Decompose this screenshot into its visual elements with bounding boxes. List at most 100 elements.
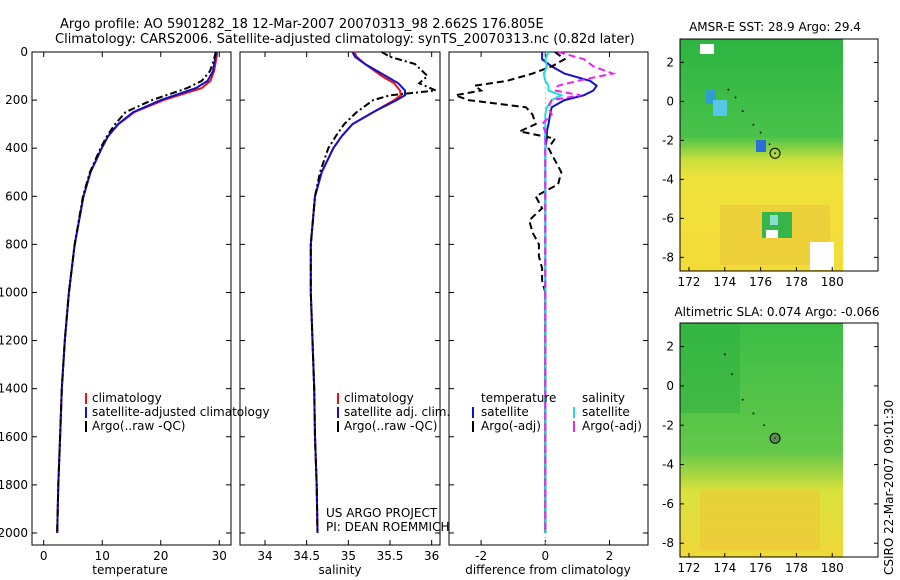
track-point (774, 152, 776, 155)
sst-heatmap (680, 39, 843, 271)
difference-xlabel: difference from climatology (465, 563, 631, 577)
series-line-temperature-satellite (541, 52, 598, 533)
lon-tick-label: 176 (749, 561, 772, 575)
track-point (723, 353, 726, 356)
legend-label-climatology: climatology (92, 391, 162, 405)
lon-tick-label: 180 (821, 561, 844, 575)
lon-tick-label: 172 (678, 275, 701, 289)
sst-map-panel: AMSR-E SST: 28.9 Argo: 29.4 172 174 176 178… (662, 20, 879, 289)
lat-tick-label: -6 (662, 497, 674, 511)
series-line-argo-raw-qc (56, 51, 217, 534)
sla-map-ticks: 172 174 176 178 180 -8 -6 -4 -2 0 2 (662, 340, 878, 575)
salinity-series (309, 51, 440, 534)
track-point (752, 123, 755, 126)
sst-cold-cell (770, 215, 778, 225)
y-tick-label: 0 (20, 45, 28, 59)
temperature-legend: climatology satellite-adjusted climatolo… (85, 391, 270, 433)
x-tick-label: 36 (424, 549, 439, 563)
project-note-line-1: US ARGO PROJECT (326, 506, 438, 520)
sst-cold-cell (713, 100, 727, 116)
lon-tick-label: 174 (713, 275, 736, 289)
track-point (763, 424, 766, 427)
title-line-1: Argo profile: AO 5901282_18 12-Mar-2007 … (60, 17, 544, 32)
lat-tick-label: -6 (662, 211, 674, 225)
difference-panel: -2 0 2 difference from climatology tempera… (448, 51, 649, 577)
legend-label-sal-satellite: satellite (582, 405, 630, 419)
x-tick-label: 20 (153, 549, 168, 563)
y-tick-label: 600 (5, 189, 28, 203)
y-tick-label: 800 (5, 237, 28, 251)
x-tick-label: 0 (541, 549, 549, 563)
lon-tick-label: 176 (749, 275, 772, 289)
series-line-salinity-argo-adj (540, 51, 617, 533)
sst-land-mask (843, 39, 878, 271)
series-line-satellite-adj-clim (309, 51, 406, 534)
sla-map-frame (679, 322, 879, 558)
track-point (731, 373, 733, 376)
lat-tick-label: -4 (662, 172, 674, 186)
series-line-argo-raw-qc (309, 51, 440, 534)
sst-map-title: AMSR-E SST: 28.9 Argo: 29.4 (689, 20, 861, 34)
sst-map-frame (679, 38, 879, 272)
y-tick-label: 1800 (0, 478, 28, 492)
legend-label-climatology: climatology (344, 391, 414, 405)
project-note-line-2: PI: DEAN ROEMMICH (326, 520, 449, 534)
difference-tick-labels: -2 0 2 (475, 52, 613, 563)
y-tick-label: 1600 (0, 430, 28, 444)
x-tick-label: 30 (212, 549, 227, 563)
y-tick-label: 1400 (0, 382, 28, 396)
salinity-tick-labels: 34 34.5 35 35.5 36 (257, 52, 439, 563)
salinity-xlabel: salinity (318, 563, 361, 577)
y-tick-label: 2000 (0, 526, 28, 540)
salinity-axes-box (239, 51, 441, 546)
track-point (734, 96, 737, 99)
sst-float-track (727, 88, 776, 155)
sst-missing-cell (810, 242, 834, 270)
legend-label-argo: Argo(..raw -QC) (344, 419, 437, 433)
sst-cold-cell (706, 90, 716, 104)
track-point (759, 131, 762, 134)
series-line-climatology (56, 52, 218, 534)
legend-label-sal-argo: Argo(-adj) (582, 419, 642, 433)
lat-tick-label: -4 (662, 458, 674, 472)
x-tick-label: 34.5 (293, 549, 320, 563)
track-point (752, 412, 755, 415)
sst-missing-cell (766, 230, 778, 238)
sla-land-mask (843, 323, 878, 557)
lat-tick-label: 0 (666, 379, 674, 393)
x-tick-label: 2 (606, 549, 614, 563)
track-point (741, 398, 744, 401)
sla-high-patch (700, 490, 820, 550)
legend-label-argo: Argo(..raw -QC) (92, 419, 185, 433)
sla-low-patch (680, 323, 740, 413)
legend-title-salinity: salinity (582, 391, 625, 405)
lat-tick-label: -2 (662, 133, 674, 147)
legend-label-temp-satellite: satellite (481, 405, 529, 419)
track-point (741, 110, 744, 113)
legend-label-satellite-adjusted: satellite-adjusted climatology (92, 405, 270, 419)
sla-float-marker (769, 432, 781, 444)
x-tick-label: 35 (341, 549, 356, 563)
sla-map-panel: Altimetric SLA: 0.074 Argo: -0.066 172 17… (662, 305, 880, 575)
difference-legend: temperature satellite Argo(-adj) salinit… (472, 391, 642, 433)
temperature-axes-box (31, 51, 232, 546)
lat-tick-label: -8 (662, 250, 674, 264)
sla-heatmap (680, 323, 843, 557)
lat-tick-label: 2 (666, 340, 674, 354)
track-point (768, 143, 771, 146)
series-line-climatology (309, 51, 402, 534)
salinity-legend: climatology satellite adj. clim. Argo(..… (337, 391, 450, 433)
y-tick-label: 400 (5, 141, 28, 155)
lat-tick-label: -8 (662, 536, 674, 550)
lon-tick-label: 178 (785, 275, 808, 289)
title-line-2: Climatology: CARS2006. Satellite-adjuste… (55, 32, 635, 47)
lon-tick-label: 172 (678, 561, 701, 575)
y-tick-label: 1000 (0, 285, 28, 299)
temperature-tick-labels: 0 10 20 30 (40, 52, 227, 563)
x-tick-label: 10 (95, 549, 110, 563)
salinity-depth-ticks (240, 51, 440, 534)
lon-tick-label: 174 (713, 561, 736, 575)
difference-depth-ticks (449, 51, 648, 534)
x-tick-label: 34 (257, 549, 272, 563)
difference-series (451, 51, 617, 545)
